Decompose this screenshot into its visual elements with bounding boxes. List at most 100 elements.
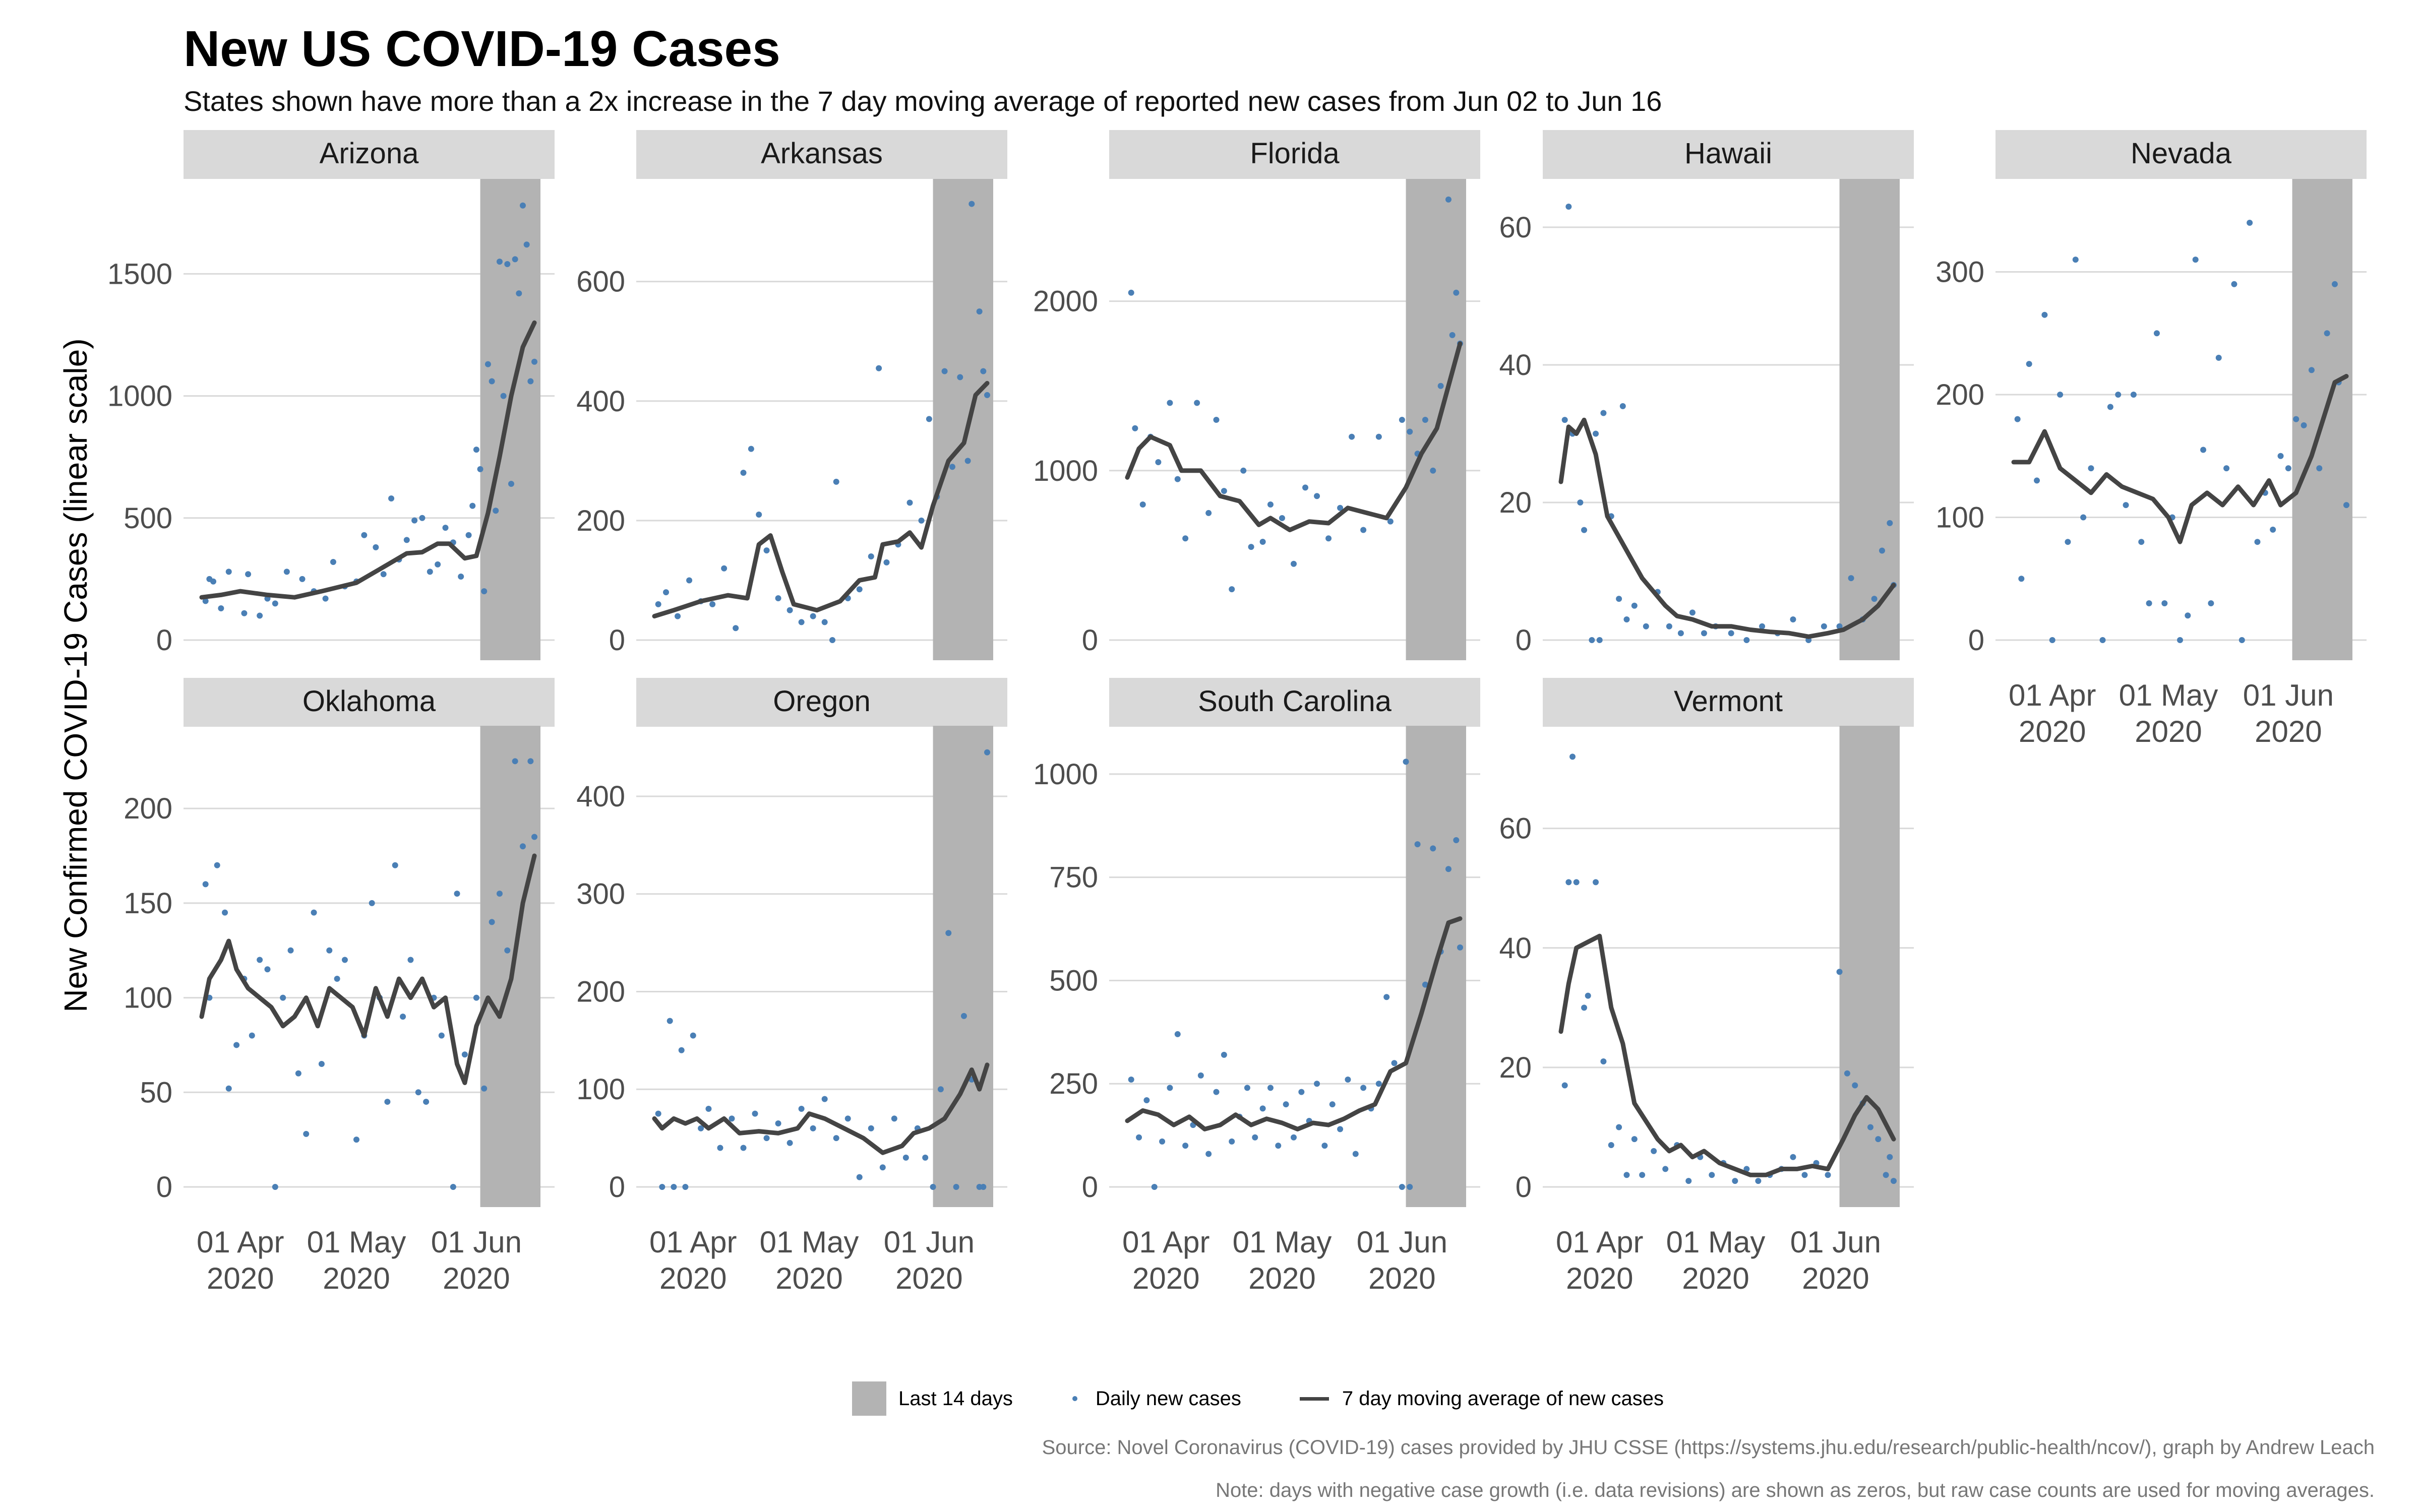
- y-tick-label: 200: [576, 975, 625, 1008]
- daily-case-point: [1283, 1101, 1289, 1108]
- daily-case-point: [1631, 1136, 1638, 1143]
- daily-case-point: [941, 368, 948, 374]
- daily-case-point: [1182, 535, 1189, 542]
- daily-case-point: [411, 517, 418, 524]
- daily-case-point: [1577, 499, 1584, 506]
- legend-shade-label: Last 14 days: [898, 1387, 1013, 1410]
- daily-case-point: [419, 515, 426, 521]
- daily-case-point: [655, 601, 661, 607]
- daily-case-point: [1616, 596, 1622, 602]
- daily-case-point: [1302, 484, 1309, 491]
- daily-case-point: [1259, 539, 1266, 545]
- faceted-chart: Arizona050010001500Arkansas0200400600Flo…: [107, 130, 2367, 1295]
- daily-case-point: [1205, 510, 1212, 516]
- daily-case-point: [698, 1125, 704, 1131]
- moving-average-line: [1558, 417, 1896, 639]
- daily-case-point: [1445, 196, 1451, 203]
- daily-case-point: [856, 586, 863, 593]
- daily-case-point: [326, 947, 333, 954]
- daily-case-point: [786, 1140, 793, 1146]
- daily-case-point: [222, 909, 228, 916]
- daily-case-point: [1437, 383, 1444, 389]
- daily-case-point: [392, 862, 398, 868]
- daily-case-point: [949, 464, 955, 470]
- daily-case-point: [1871, 596, 1878, 602]
- daily-case-point: [844, 1115, 851, 1122]
- daily-case-point: [523, 241, 530, 248]
- panel-title: Oregon: [773, 685, 870, 718]
- revision-note: Note: days with negative case growth (i.…: [1216, 1479, 2375, 1501]
- daily-case-point: [2072, 257, 2079, 263]
- daily-case-point: [2123, 502, 2129, 509]
- daily-case-point: [1387, 518, 1394, 525]
- last-14-days-band: [1406, 179, 1466, 660]
- daily-case-point: [2231, 281, 2237, 287]
- daily-case-point: [400, 1014, 406, 1020]
- legend-line-label: 7 day moving average of new cases: [1342, 1387, 1664, 1410]
- daily-case-point: [512, 758, 518, 765]
- daily-case-point: [964, 458, 971, 464]
- daily-case-point: [1561, 1082, 1568, 1089]
- chart-subtitle: States shown have more than a 2x increas…: [184, 85, 1662, 117]
- daily-case-point: [1825, 1172, 1831, 1178]
- daily-case-point: [740, 470, 747, 476]
- daily-case-point: [775, 1120, 781, 1127]
- daily-case-point: [1836, 969, 1843, 975]
- daily-case-point: [1589, 637, 1595, 643]
- daily-case-point: [388, 495, 395, 502]
- daily-case-point: [485, 361, 491, 367]
- x-tick-label: 01 May: [1233, 1225, 1332, 1259]
- daily-case-point: [976, 308, 983, 314]
- daily-case-point: [1453, 837, 1460, 843]
- daily-case-point: [330, 558, 336, 565]
- panel-strip: [636, 678, 1007, 727]
- daily-case-point: [1360, 1085, 1367, 1091]
- daily-case-point: [1565, 203, 1572, 210]
- y-tick-label: 0: [1968, 624, 1984, 657]
- daily-case-point: [1221, 1051, 1227, 1058]
- daily-case-point: [2049, 637, 2055, 643]
- daily-case-point: [902, 1154, 909, 1161]
- daily-case-point: [1229, 1138, 1235, 1145]
- daily-case-point: [1414, 841, 1421, 848]
- daily-case-point: [442, 525, 449, 531]
- moving-average-line: [2011, 373, 2349, 544]
- daily-case-point: [1887, 1154, 1893, 1160]
- daily-case-point: [984, 749, 990, 755]
- x-tick-label: 01 Jun: [884, 1225, 975, 1259]
- x-tick-label: 01 May: [760, 1225, 859, 1259]
- daily-case-point: [2177, 637, 2183, 643]
- daily-case-point: [667, 1018, 673, 1024]
- daily-case-point: [531, 358, 537, 365]
- panel-strip: [1109, 130, 1480, 179]
- daily-case-point: [1581, 1004, 1588, 1011]
- daily-case-point: [202, 598, 209, 604]
- daily-case-point: [423, 1099, 430, 1105]
- daily-case-point: [373, 544, 379, 550]
- daily-case-point: [353, 1137, 359, 1143]
- daily-case-point: [1375, 433, 1382, 440]
- daily-case-point: [671, 1184, 677, 1190]
- daily-case-point: [225, 569, 232, 575]
- daily-case-point: [1213, 416, 1220, 423]
- daily-case-point: [2285, 465, 2291, 472]
- moving-average-line: [199, 853, 537, 1085]
- last-14-days-band: [480, 726, 540, 1207]
- panel-title: South Carolina: [1198, 685, 1392, 718]
- daily-case-point: [322, 595, 329, 602]
- daily-case-point: [384, 1099, 391, 1105]
- panel-strip: [1543, 678, 1914, 727]
- panel-title: Florida: [1250, 137, 1340, 170]
- daily-case-point: [496, 891, 503, 897]
- daily-case-point: [295, 1070, 301, 1077]
- daily-case-point: [1573, 879, 1580, 886]
- daily-case-point: [2107, 404, 2113, 410]
- moving-average-line: [1558, 933, 1896, 1177]
- panel-strip: [1543, 130, 1914, 179]
- y-tick-label: 100: [576, 1073, 625, 1106]
- daily-case-point: [504, 261, 511, 268]
- daily-case-point: [218, 605, 224, 612]
- daily-case-point: [1174, 1031, 1181, 1037]
- panel-title: Nevada: [2131, 137, 2232, 170]
